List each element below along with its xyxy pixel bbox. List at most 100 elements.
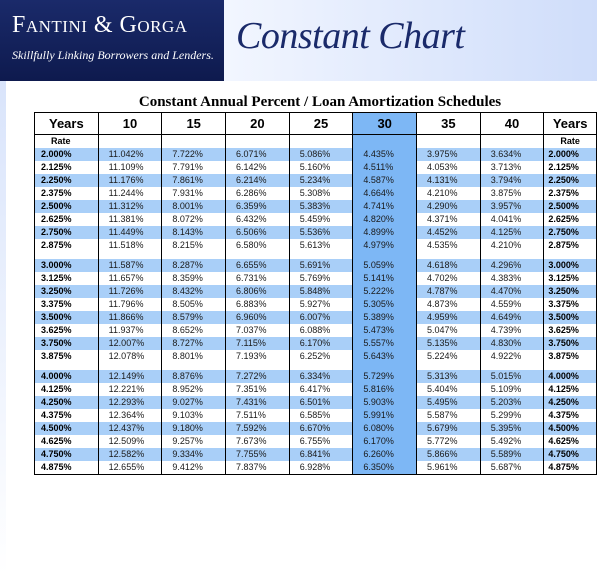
- constant-cell: 8.359%: [161, 272, 227, 285]
- constant-cell: 6.506%: [225, 226, 290, 239]
- table-subtitle: Constant Annual Percent / Loan Amortizat…: [138, 94, 502, 110]
- constant-cell: 12.655%: [97, 461, 163, 475]
- constant-cell: 5.613%: [288, 239, 354, 252]
- constant-cell: 5.086%: [288, 148, 354, 161]
- constant-cell: 11.176%: [97, 174, 163, 187]
- table-row: 2.000% 11.042% 7.722% 6.071% 5.086% 4.435% 3.9…: [34, 148, 597, 161]
- constant-cell: 4.131%: [416, 174, 481, 187]
- rate-cell: 3.500%: [34, 311, 99, 324]
- rate-cell-right: 2.750%: [543, 226, 597, 239]
- rate-cell: 3.000%: [34, 259, 99, 272]
- constant-cell: 6.655%: [225, 259, 290, 272]
- constant-cell: 4.702%: [416, 272, 481, 285]
- header-row: Years 10 15 20 25 30 35 40 Years: [34, 112, 597, 135]
- constant-cell: 5.059%: [352, 259, 418, 272]
- rate-cell: 4.250%: [34, 396, 99, 409]
- constant-cell: 8.505%: [161, 298, 227, 311]
- rate-cell: 4.500%: [34, 422, 99, 435]
- constant-cell: 11.109%: [97, 161, 163, 174]
- constant-cell: 5.305%: [352, 298, 418, 311]
- constant-cell: 12.582%: [97, 448, 163, 461]
- constant-cell: 12.293%: [97, 396, 163, 409]
- rate-cell-right: 3.500%: [543, 311, 597, 324]
- constant-cell: 8.143%: [161, 226, 227, 239]
- rate-cell: 4.125%: [34, 383, 99, 396]
- constant-cell: 6.007%: [288, 311, 354, 324]
- constant-cell: 4.383%: [479, 272, 545, 285]
- constant-cell: 5.848%: [288, 285, 354, 298]
- constant-cell: 12.364%: [97, 409, 163, 422]
- constant-cell: 8.801%: [161, 350, 227, 363]
- rate-cell-right: 3.875%: [543, 350, 597, 363]
- constant-cell: 4.535%: [416, 239, 481, 252]
- rate-cell-right: 2.375%: [543, 187, 597, 200]
- years-header-right: Years: [543, 112, 597, 135]
- constant-cell: 9.412%: [161, 461, 227, 475]
- constant-cell: 8.001%: [161, 200, 227, 213]
- constant-table-container: Years 10 15 20 25 30 35 40 Years Rate Ra…: [34, 112, 597, 475]
- rate-label-left: Rate: [34, 134, 99, 148]
- constant-cell: 5.772%: [416, 435, 481, 448]
- table-row: 3.250% 11.726% 8.432% 6.806% 5.848% 5.222% 4.7…: [34, 285, 597, 298]
- rate-cell-right: 2.125%: [543, 161, 597, 174]
- constant-cell: 7.272%: [225, 370, 290, 383]
- constant-cell: 5.729%: [352, 370, 418, 383]
- table-row: 4.750% 12.582% 9.334% 7.755% 6.841% 6.260% 5.8…: [34, 448, 597, 461]
- rate-cell: 4.375%: [34, 409, 99, 422]
- col-header: 25: [288, 112, 354, 135]
- constant-cell: 11.657%: [97, 272, 163, 285]
- constant-cell: 6.755%: [288, 435, 354, 448]
- group-spacer: [34, 363, 597, 370]
- constant-cell: 6.432%: [225, 213, 290, 226]
- constant-cell: 5.679%: [416, 422, 481, 435]
- constant-cell: 8.579%: [161, 311, 227, 324]
- constant-cell: 5.816%: [352, 383, 418, 396]
- constant-cell: 6.359%: [225, 200, 290, 213]
- constant-cell: 9.027%: [161, 396, 227, 409]
- rate-cell-right: 2.875%: [543, 239, 597, 252]
- constant-table: Years 10 15 20 25 30 35 40 Years Rate Ra…: [34, 112, 597, 475]
- constant-cell: 5.536%: [288, 226, 354, 239]
- constant-cell: 6.252%: [288, 350, 354, 363]
- table-row: 2.250% 11.176% 7.861% 6.214% 5.234% 4.587% 4.1…: [34, 174, 597, 187]
- table-row: 3.500% 11.866% 8.579% 6.960% 6.007% 5.389% 4.9…: [34, 311, 597, 324]
- table-row: 3.750% 12.007% 8.727% 7.115% 6.170% 5.557% 5.1…: [34, 337, 597, 350]
- rate-cell-right: 3.125%: [543, 272, 597, 285]
- rate-cell-right: 2.500%: [543, 200, 597, 213]
- constant-cell: 6.286%: [225, 187, 290, 200]
- constant-cell: 4.371%: [416, 213, 481, 226]
- constant-cell: 4.587%: [352, 174, 418, 187]
- table-row: 2.125% 11.109% 7.791% 6.142% 5.160% 4.511% 4.0…: [34, 161, 597, 174]
- table-row: 3.625% 11.937% 8.652% 7.037% 6.088% 5.473% 5.0…: [34, 324, 597, 337]
- brand-tagline: Skillfully Linking Borrowers and Lenders…: [12, 48, 214, 62]
- constant-cell: 11.042%: [97, 148, 163, 161]
- table-row: 4.250% 12.293% 9.027% 7.431% 6.501% 5.903% 5.4…: [34, 396, 597, 409]
- constant-cell: 5.769%: [288, 272, 354, 285]
- constant-cell: 8.952%: [161, 383, 227, 396]
- constant-cell: 6.417%: [288, 383, 354, 396]
- constant-cell: 7.037%: [225, 324, 290, 337]
- constant-cell: 11.587%: [97, 259, 163, 272]
- constant-cell: 3.634%: [479, 148, 545, 161]
- constant-cell: 5.160%: [288, 161, 354, 174]
- constant-cell: 12.078%: [97, 350, 163, 363]
- table-row: 4.125% 12.221% 8.952% 7.351% 6.417% 5.816% 5.4…: [34, 383, 597, 396]
- constant-cell: 4.664%: [352, 187, 418, 200]
- table-body: Rate Rate 2.000% 11.042% 7.722% 6.071% 5.086…: [34, 134, 597, 475]
- constant-cell: 5.866%: [416, 448, 481, 461]
- col-header: 15: [161, 112, 227, 135]
- constant-cell: 8.072%: [161, 213, 227, 226]
- constant-cell: 5.589%: [479, 448, 545, 461]
- table-row: 3.875% 12.078% 8.801% 7.193% 6.252% 5.643% 5.2…: [34, 350, 597, 363]
- col-header: 40: [479, 112, 545, 135]
- rate-label-right: Rate: [543, 134, 597, 148]
- constant-cell: 5.927%: [288, 298, 354, 311]
- constant-cell: 5.389%: [352, 311, 418, 324]
- constant-cell: 11.726%: [97, 285, 163, 298]
- table-row: 4.875% 12.655% 9.412% 7.837% 6.928% 6.350% 5.9…: [34, 461, 597, 475]
- constant-cell: 6.170%: [352, 435, 418, 448]
- rate-cell: 3.375%: [34, 298, 99, 311]
- rate-cell-right: 2.625%: [543, 213, 597, 226]
- rate-cell-right: 2.250%: [543, 174, 597, 187]
- constant-cell: 6.670%: [288, 422, 354, 435]
